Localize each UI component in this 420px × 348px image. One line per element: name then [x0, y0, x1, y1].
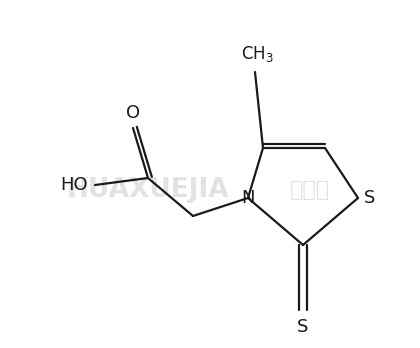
Text: N: N: [241, 189, 255, 207]
Text: S: S: [297, 318, 309, 336]
Text: O: O: [126, 104, 140, 122]
Text: HO: HO: [60, 176, 88, 194]
Text: CH$_3$: CH$_3$: [241, 44, 273, 64]
Text: 化学加: 化学加: [290, 180, 330, 200]
Text: HUAXUEJIA: HUAXUEJIA: [67, 177, 229, 203]
Text: S: S: [364, 189, 375, 207]
